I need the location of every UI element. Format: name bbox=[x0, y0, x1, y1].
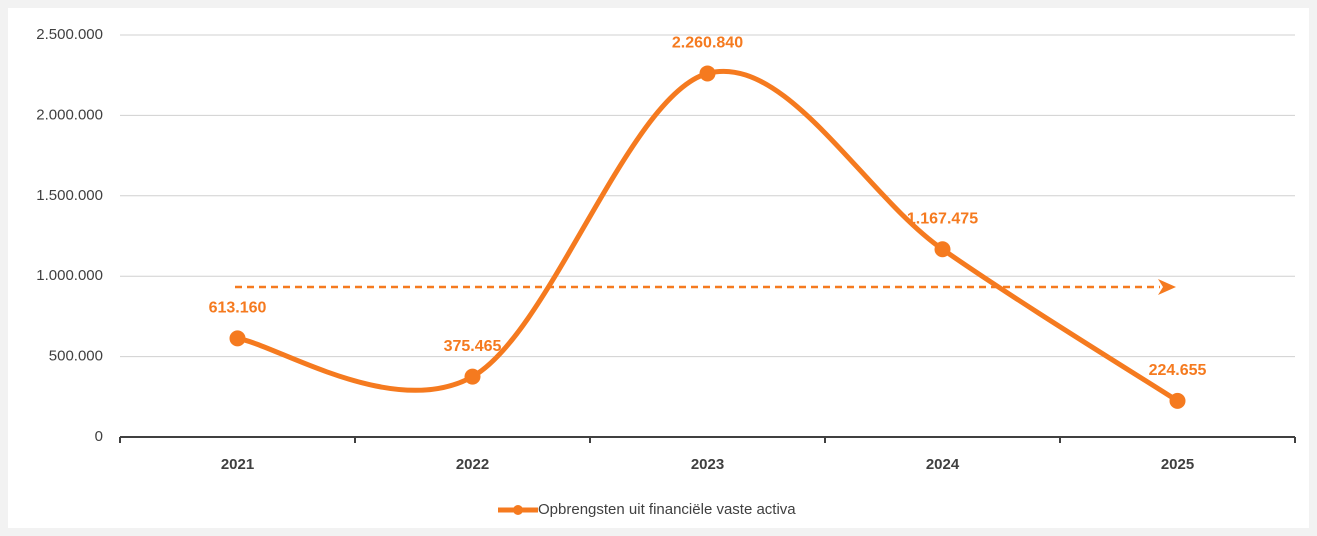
trend-arrow bbox=[235, 279, 1176, 295]
y-tick-label: 1.000.000 bbox=[36, 267, 103, 284]
data-label: 224.655 bbox=[1149, 362, 1207, 379]
x-tick-label: 2025 bbox=[1161, 456, 1194, 473]
data-label: 613.160 bbox=[209, 300, 267, 317]
data-label: 2.260.840 bbox=[672, 35, 743, 52]
legend-marker bbox=[513, 505, 523, 515]
x-tick-label: 2022 bbox=[456, 456, 489, 473]
y-tick-label: 500.000 bbox=[49, 348, 103, 365]
y-tick-label: 2.000.000 bbox=[36, 106, 103, 123]
data-point bbox=[464, 368, 481, 385]
trend-arrowhead bbox=[1158, 279, 1176, 295]
data-point bbox=[699, 65, 716, 82]
chart-background bbox=[8, 8, 1309, 528]
data-label: 1.167.475 bbox=[907, 210, 978, 227]
y-tick-label: 0 bbox=[95, 428, 103, 445]
x-tick-label: 2023 bbox=[691, 456, 724, 473]
data-point bbox=[934, 241, 951, 258]
data-point bbox=[229, 330, 246, 347]
x-tick-label: 2021 bbox=[221, 456, 254, 473]
data-label: 375.465 bbox=[444, 338, 502, 355]
legend-label: Opbrengsten uit financiële vaste activa bbox=[538, 501, 796, 518]
y-tick-label: 2.500.000 bbox=[36, 26, 103, 43]
x-tick-label: 2024 bbox=[926, 456, 960, 473]
y-tick-label: 1.500.000 bbox=[36, 187, 103, 204]
data-point bbox=[1169, 392, 1186, 409]
